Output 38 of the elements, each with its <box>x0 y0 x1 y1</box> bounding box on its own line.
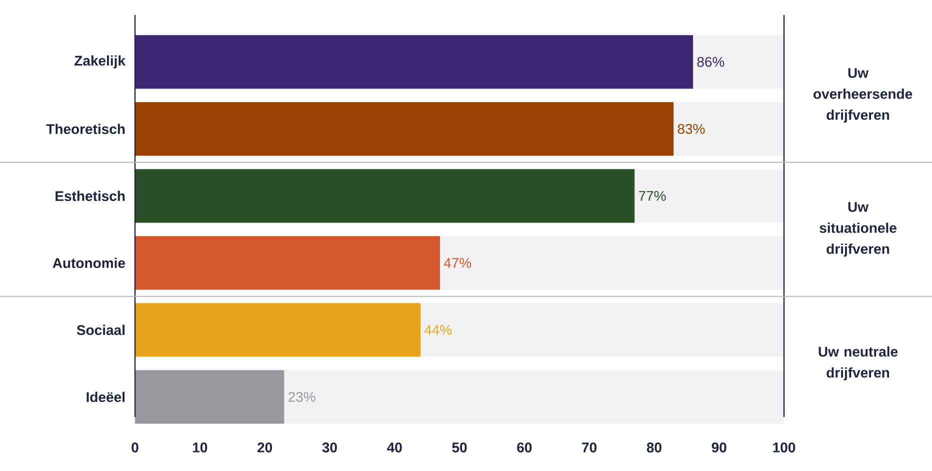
x-tick-label: 70 <box>582 442 597 452</box>
y-tick-label: Ideëel <box>86 392 124 402</box>
x-tick-label: 90 <box>712 442 726 452</box>
x-tick-label: 30 <box>322 442 337 452</box>
data-label: 23% <box>288 392 316 402</box>
bar <box>693 35 784 89</box>
y-tick-label: Esthetisch <box>56 190 125 202</box>
data-label: 44% <box>424 325 452 335</box>
bar <box>440 236 784 290</box>
x-tick-label: 100 <box>773 442 796 452</box>
bar <box>634 169 784 223</box>
x-tick-label: 20 <box>258 442 272 452</box>
bar <box>135 303 421 357</box>
text: Uw situationele drijfveren <box>820 202 896 257</box>
y-tick-label: Zakelijk <box>74 55 126 68</box>
x-tick-label: 10 <box>192 442 208 452</box>
x-tick-label: 80 <box>646 442 662 452</box>
x-tick-label: 0 <box>132 442 138 452</box>
data-label: 77% <box>638 191 666 201</box>
bar <box>420 303 784 357</box>
x-tick-label: 40 <box>387 442 402 452</box>
x-tick-label: 60 <box>517 442 532 452</box>
x-tick-label: 50 <box>452 442 467 452</box>
y-tick-label: Theoretisch <box>46 124 125 134</box>
y-tick-label: Sociaal <box>76 324 124 336</box>
text: Uw neutrale drijfveren <box>818 346 898 380</box>
data-label: 83% <box>678 124 705 134</box>
bar <box>135 169 635 223</box>
y-tick-label: Autonomie <box>52 258 126 268</box>
text: Uw overheersende drijfveren <box>814 68 912 123</box>
bar <box>135 370 284 424</box>
bar <box>674 102 784 156</box>
bar <box>135 102 674 156</box>
data-label: 47% <box>444 258 472 268</box>
bar <box>135 35 694 89</box>
bar <box>135 236 440 290</box>
data-label: 86% <box>697 56 724 67</box>
bar <box>284 370 784 424</box>
